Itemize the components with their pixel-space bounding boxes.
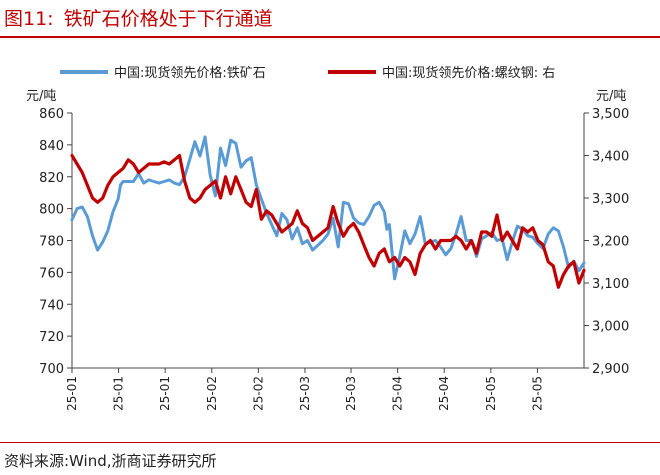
x-axis-tick-label: 25-05 [484,376,498,411]
line-chart: 中国:现货领先价格:铁矿石 中国:现货领先价格:螺纹钢: 右 元/吨 元/吨 7… [26,65,629,411]
rebar-series-line [70,153,586,289]
series-layer [70,135,586,289]
axes: 700 720 740 760 780 800 820 840 860 2,900 3,000 3,1… [39,107,629,411]
x-axis-tick-label: 25-02 [251,376,265,411]
x-axis-tick-label: 25-01 [112,376,126,411]
iron-ore-series-line [70,135,586,281]
left-axis-tick-label: 780 [39,235,64,250]
source-note: 资料来源:Wind,浙商证券研究所 [4,452,217,470]
left-axis-tick-label: 800 [39,203,64,218]
legend-label-iron-ore: 中国:现货领先价格:铁矿石 [114,65,266,81]
legend: 中国:现货领先价格:铁矿石 中国:现货领先价格:螺纹钢: 右 [60,65,555,81]
left-axis-unit-label: 元/吨 [26,89,56,104]
figure-title: 图11: 铁矿石价格处于下行通道 [4,4,273,31]
footer-rule [0,442,660,443]
left-axis-tick-label: 760 [39,266,64,281]
left-axis-tick-label: 820 [39,171,64,186]
left-axis-tick-label: 720 [39,330,64,345]
right-axis-tick-label: 3,100 [592,277,629,292]
x-axis-tick-label: 25-04 [437,376,451,411]
right-axis-tick-label: 3,200 [592,235,629,250]
left-axis-tick-label: 700 [39,362,64,377]
title-rule [0,36,660,38]
right-axis-tick-label: 3,500 [592,107,629,122]
right-axis-tick-label: 3,400 [592,150,629,165]
figure-label: 图11: [4,8,54,30]
x-axis-tick-label: 25-05 [530,376,544,411]
x-axis-tick-label: 25-01 [158,376,172,411]
right-axis-unit-label: 元/吨 [596,89,626,104]
right-axis-tick-label: 3,000 [592,320,629,335]
left-axis-tick-label: 840 [39,139,64,154]
legend-label-rebar: 中国:现货领先价格:螺纹钢: 右 [382,65,555,81]
figure-title-text: 铁矿石价格处于下行通道 [63,8,273,30]
x-axis-tick-label: 25-01 [65,376,79,411]
figure-header: 图11: 铁矿石价格处于下行通道 [0,0,660,38]
left-axis-tick-label: 740 [39,298,64,313]
x-axis-tick-label: 25-03 [298,376,312,411]
x-axis-tick-label: 25-02 [205,376,219,411]
right-axis-tick-label: 2,900 [592,362,629,377]
left-axis-tick-label: 860 [39,107,64,122]
right-axis-tick-label: 3,300 [592,192,629,207]
x-axis-tick-label: 25-03 [344,376,358,411]
x-axis-tick-label: 25-04 [391,376,405,411]
